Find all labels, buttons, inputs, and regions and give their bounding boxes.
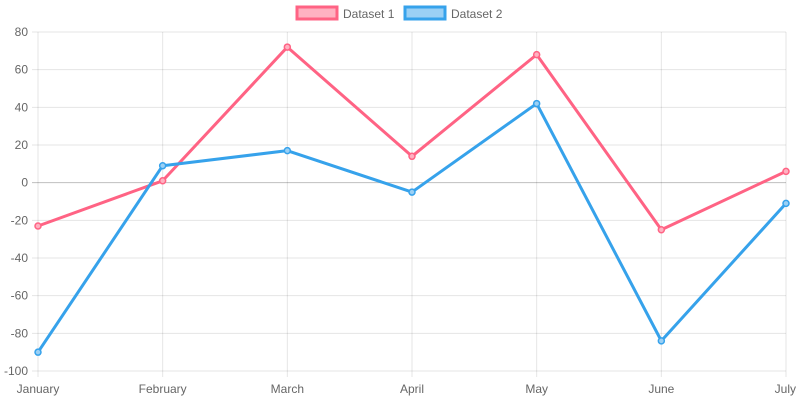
data-point	[158, 161, 167, 170]
data-point	[782, 199, 790, 208]
y-tick-label: 20	[15, 138, 29, 152]
x-tick-label: June	[648, 382, 674, 396]
grid-lines	[32, 31, 787, 377]
y-tick-label: 80	[15, 25, 29, 39]
data-point	[408, 188, 416, 196]
x-tick-label: January	[17, 382, 60, 396]
data-point	[34, 222, 42, 230]
y-tick-label: -80	[11, 326, 29, 340]
legend-label-dataset-1: Dataset 1	[343, 7, 395, 21]
y-tick-label: -20	[11, 213, 29, 227]
legend: Dataset 1 Dataset 2	[295, 5, 503, 21]
data-point	[532, 50, 541, 59]
y-tick-label: -60	[11, 289, 29, 303]
legend-swatch-dataset-2	[403, 5, 447, 21]
x-tick-label: February	[139, 382, 187, 396]
legend-label-dataset-2: Dataset 2	[451, 7, 503, 21]
y-tick-label: -40	[11, 251, 29, 265]
data-point	[283, 146, 292, 155]
data-point	[657, 226, 666, 234]
legend-swatch-dataset-1	[295, 5, 339, 21]
data-point	[532, 99, 541, 108]
x-tick-label: July	[775, 382, 796, 396]
legend-item-dataset-1[interactable]: Dataset 1	[295, 5, 395, 21]
data-point	[657, 337, 666, 345]
x-tick-label: April	[400, 382, 424, 396]
data-point	[408, 152, 416, 161]
y-tick-label: 0	[21, 176, 28, 190]
series-lines	[34, 43, 790, 356]
axis-ticks: 80 60 40 20 0 -20 -40 -60 -80 -100 January February…	[4, 25, 796, 396]
y-tick-label: 40	[15, 100, 29, 114]
data-point	[158, 177, 167, 185]
x-tick-label: March	[271, 382, 304, 396]
data-point	[782, 167, 790, 176]
y-tick-label: -100	[4, 364, 28, 378]
data-point	[34, 348, 42, 356]
data-point	[283, 43, 292, 51]
x-tick-label: May	[525, 382, 548, 396]
y-tick-label: 60	[15, 63, 29, 77]
legend-item-dataset-2[interactable]: Dataset 2	[403, 5, 503, 21]
